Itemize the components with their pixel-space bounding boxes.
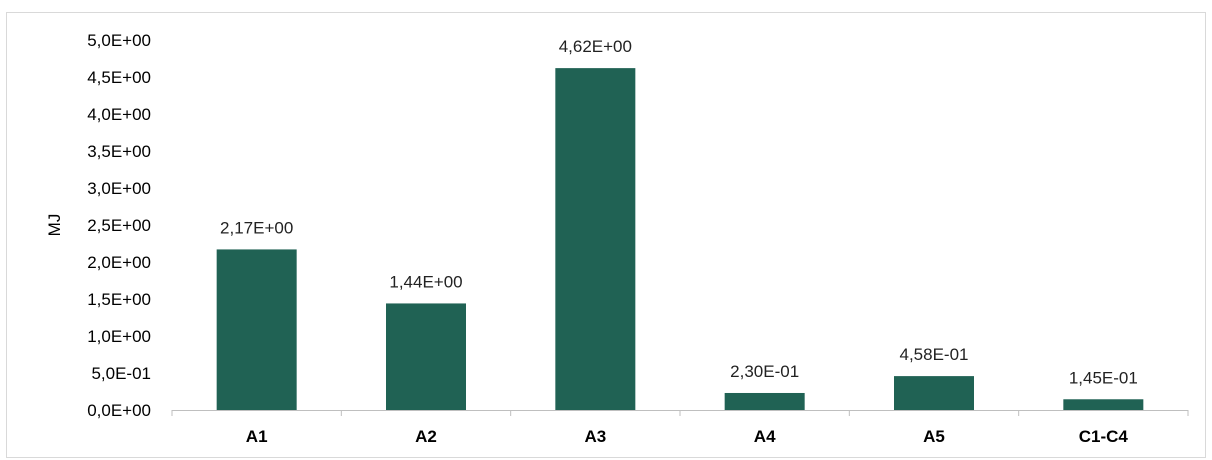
y-tick-label: 1,0E+00 (87, 327, 151, 346)
y-tick-label: 3,0E+00 (87, 179, 151, 198)
data-label: 1,45E-01 (1069, 368, 1138, 387)
x-tick-label: A4 (754, 427, 776, 446)
bar-c1-c4 (1063, 399, 1144, 410)
data-labels: 2,17E+00 1,44E+00 4,62E+00 2,30E-01 4,58E-01… (220, 37, 1138, 387)
y-tick-label: 4,5E+00 (87, 68, 151, 87)
y-tick-label: 2,5E+00 (87, 216, 151, 235)
x-axis-ticks: A1 A2 A3 A4 A5 C1-C4 (171, 410, 1189, 446)
y-tick-label: 3,5E+00 (87, 142, 151, 161)
y-axis-title: MJ (45, 214, 64, 237)
x-tick-label: A5 (923, 427, 945, 446)
bar-a5 (894, 376, 974, 410)
data-label: 1,44E+00 (389, 272, 462, 291)
y-tick-label: 5,0E-01 (91, 364, 151, 383)
data-label: 4,62E+00 (559, 37, 632, 56)
data-label: 2,17E+00 (220, 218, 293, 237)
bar-a1 (216, 249, 297, 410)
bars (216, 68, 1144, 411)
y-tick-label: 4,0E+00 (87, 105, 151, 124)
x-tick-label: A3 (584, 427, 606, 446)
data-label: 2,30E-01 (730, 362, 799, 381)
x-tick-label: C1-C4 (1079, 427, 1129, 446)
bar-a3 (555, 68, 636, 411)
y-tick-label: 5,0E+00 (87, 31, 151, 50)
bar-a2 (386, 303, 466, 410)
x-tick-label: A2 (415, 427, 437, 446)
bar-a4 (724, 392, 805, 410)
data-label: 4,58E-01 (900, 345, 969, 364)
y-tick-label: 1,5E+00 (87, 290, 151, 309)
y-tick-label: 0,0E+00 (87, 401, 151, 420)
x-tick-label: A1 (246, 427, 268, 446)
y-tick-label: 2,0E+00 (87, 253, 151, 272)
y-axis-ticks: 0,0E+00 5,0E-01 1,0E+00 1,5E+00 2,0E+00 2,5E+… (87, 31, 151, 420)
